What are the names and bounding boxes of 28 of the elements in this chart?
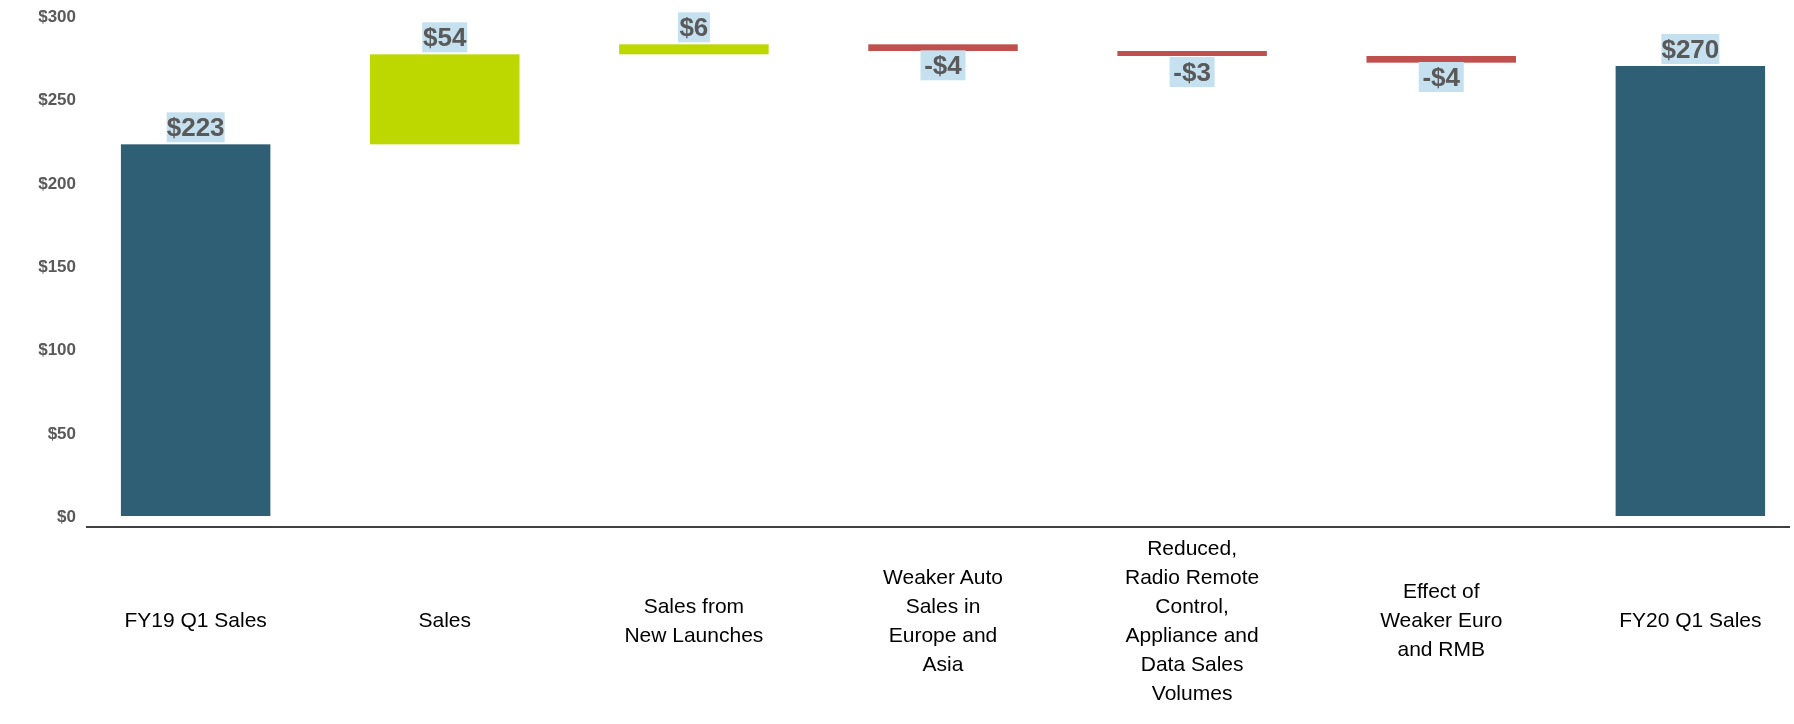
data-label: -$4 (1422, 62, 1461, 92)
x-tick-label: FY19 Q1 Sales (124, 608, 267, 631)
data-label: $54 (423, 22, 467, 53)
bar (868, 44, 1018, 51)
bar (370, 54, 520, 145)
y-tick-label: $100 (38, 340, 76, 360)
bar (619, 44, 769, 55)
y-tick-label: $150 (38, 256, 76, 276)
y-tick-label: $200 (38, 173, 76, 193)
data-label: $223 (166, 112, 225, 143)
y-tick-label: $250 (38, 90, 76, 110)
data-label: -$3 (1173, 57, 1211, 87)
bar (120, 144, 271, 516)
x-tick-label: FY20 Q1 Sales (1619, 608, 1762, 631)
y-tick-label: $300 (38, 6, 76, 26)
x-tick-label: Effect of Weaker Euro and RMB (1380, 579, 1503, 660)
data-label: $6 (679, 12, 709, 43)
x-tick-label: Reduced, Radio Remote Control, Appliance and Data Sales Volumes (1125, 535, 1260, 704)
bar (1615, 66, 1766, 516)
bar (1117, 51, 1267, 56)
y-tick-label: $0 (57, 506, 76, 526)
y-tick-label: $50 (47, 423, 76, 443)
x-tick-label: Sales from New Launches (624, 593, 764, 646)
bar (1366, 56, 1516, 63)
data-label: -$4 (924, 50, 963, 81)
data-label: $270 (1661, 34, 1720, 64)
x-tick-label: Sales (418, 608, 472, 631)
x-tick-label: Weaker Auto Sales in Europe and Asia (883, 564, 1003, 675)
